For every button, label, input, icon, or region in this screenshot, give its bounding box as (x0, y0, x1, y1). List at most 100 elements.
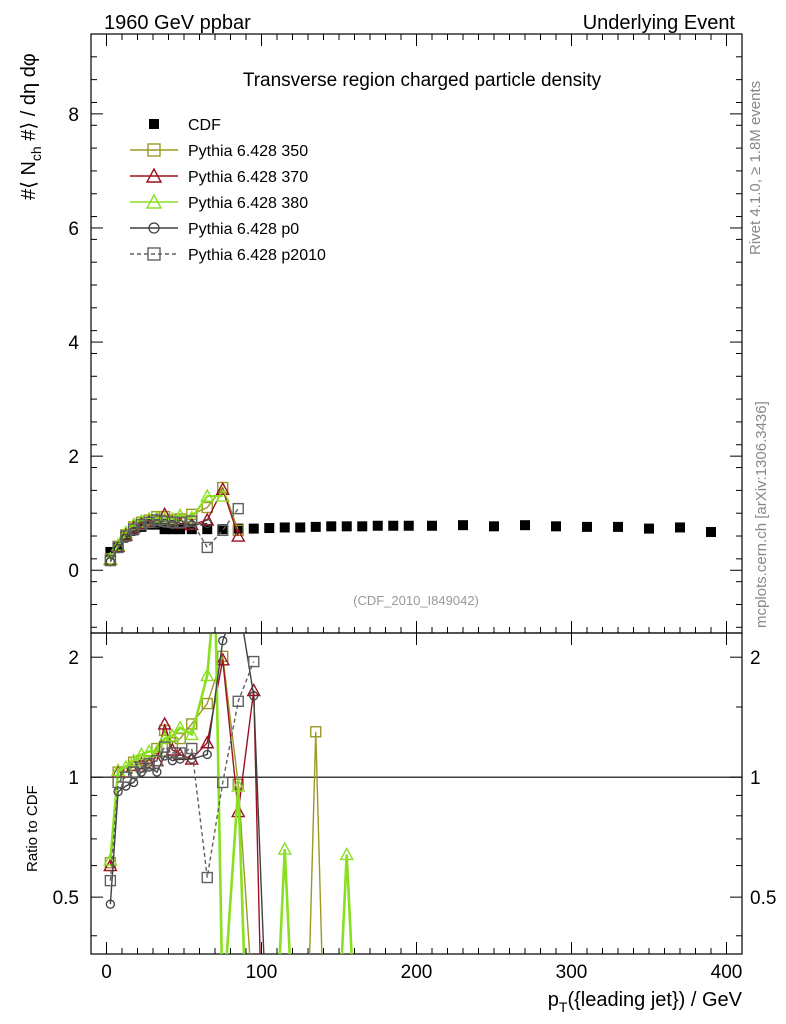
ratio-tick-label: 2 (68, 648, 79, 669)
series-5-main-point (186, 515, 198, 527)
legend-label: Pythia 6.428 370 (188, 169, 308, 186)
series-3-ratio-line (109, 634, 353, 954)
ratio-tick-label: 1 (68, 768, 79, 789)
series-0-main-point (489, 521, 499, 532)
x-tick-label: 0 (101, 962, 112, 983)
series-3-ratio-point (231, 778, 246, 792)
axis-ticks: 0 100 200 300 400 0 2 4 6 8 0.5 0.5 1 1 2 2 (53, 34, 776, 983)
series-1-ratio-point (201, 697, 213, 710)
series-0-main-point (520, 520, 530, 531)
series-5-ratio-point (151, 754, 163, 767)
series-1-ratio-point (174, 732, 186, 745)
series-5-ratio-point (174, 747, 186, 759)
series-4-ratio-point (249, 691, 259, 701)
series-3-ratio-point (165, 728, 180, 742)
series-3-ratio-point (184, 726, 199, 741)
series-5-main-point (174, 516, 186, 529)
series-2-main-point (200, 512, 215, 526)
series-0-main-point (644, 523, 654, 534)
series-5-ratio-point (201, 871, 213, 884)
legend-label: Pythia 6.428 p2010 (188, 247, 326, 264)
series-5-main-point (112, 541, 124, 554)
series-2-ratio-point (157, 716, 172, 730)
header-left: 1960 GeV ppbar (104, 12, 251, 34)
series-5-ratio-point (158, 741, 171, 753)
series-3-main-point (215, 488, 230, 502)
series-5-ratio-point (166, 747, 179, 759)
series-0-main-point (613, 521, 623, 532)
series-5-main-point (232, 502, 244, 515)
y-tick-label: 8 (68, 105, 79, 126)
y-tick-label: 0 (68, 561, 79, 582)
y-tick-label: 4 (68, 333, 79, 354)
series-0-main-point (372, 520, 383, 531)
legend-marker (148, 222, 160, 234)
series-3-ratio-point (172, 720, 188, 734)
series-0-main-point (388, 520, 399, 531)
legend-marker (147, 247, 161, 261)
series-2-ratio-point (200, 735, 215, 749)
y-tick-label: 6 (68, 219, 79, 240)
chart-title: Transverse region charged particle densi… (243, 70, 602, 91)
series-4-main-point (121, 533, 131, 543)
legend-label: Pythia 6.428 350 (188, 143, 308, 160)
series-3-main-point (184, 510, 199, 524)
series-0-main-point (295, 522, 306, 533)
series-2-main-point (231, 528, 246, 542)
series-0-main-point (675, 522, 685, 533)
series-0-main-point (341, 521, 352, 532)
series-5-main-point (217, 524, 229, 537)
series-0-main-point (279, 522, 290, 533)
series-0-main-point (357, 521, 368, 532)
series-0-main-point (159, 524, 170, 535)
ratio-series-group (103, 634, 354, 954)
ratio-tick-label: 0.5 (53, 888, 79, 909)
series-0-main-point (706, 527, 716, 538)
series-3-ratio-point (339, 846, 354, 861)
legend-marker (147, 143, 161, 157)
series-3-ratio-point (277, 841, 292, 855)
series-5-main-point (166, 516, 179, 529)
series-5-main-point (104, 554, 117, 567)
series-5-main-point (143, 516, 155, 529)
series-0-main-point (248, 523, 259, 534)
series-4-ratio-point (218, 636, 228, 646)
legend: CDF Pythia 6.428 350 Pythia 6.428 370 Pythi… (130, 117, 326, 264)
series-3-main-point (200, 488, 215, 502)
series-5-ratio-point (217, 776, 229, 789)
series-5-ratio-point (135, 761, 148, 773)
ratio-tick-label: 0.5 (750, 888, 776, 909)
series-4-ratio-point (144, 762, 154, 772)
main-series-group (103, 481, 716, 567)
legend-marker (149, 119, 159, 129)
mcplots-label: mcplots.cern.ch [arXiv:1306.3436] (753, 401, 770, 628)
ratio-tick-label: 1 (750, 768, 761, 789)
x-tick-label: 400 (711, 962, 743, 983)
series-4-ratio-point (175, 754, 185, 764)
ratio-tick-label: 2 (750, 648, 761, 669)
series-5-ratio-point (186, 742, 198, 755)
series-5-ratio-point (104, 874, 117, 887)
legend-marker (145, 193, 163, 209)
x-axis-label: pT({leading jet}) / GeV (548, 989, 743, 1015)
series-5-ratio-point (232, 695, 244, 708)
series-5-main-point (201, 541, 213, 554)
legend-label: Pythia 6.428 p0 (188, 221, 299, 238)
series-5-main-point (120, 530, 132, 542)
series-0-main-point (310, 521, 321, 532)
series-5-main-point (158, 515, 171, 527)
series-2-main-point (215, 481, 230, 495)
series-0-main-point (551, 521, 561, 532)
series-0-main-point (326, 521, 337, 532)
series-0-main-point (202, 524, 213, 535)
x-tick-label: 100 (246, 962, 278, 983)
series-0-main-point (458, 520, 468, 531)
series-5-main-point (135, 518, 148, 531)
legend-label: Pythia 6.428 380 (188, 195, 308, 212)
series-0-main-point (264, 523, 275, 534)
series-4-main-point (175, 519, 185, 530)
series-0-main-point (582, 521, 592, 532)
legend-label: CDF (188, 117, 221, 134)
series-3-main-line (109, 494, 223, 560)
